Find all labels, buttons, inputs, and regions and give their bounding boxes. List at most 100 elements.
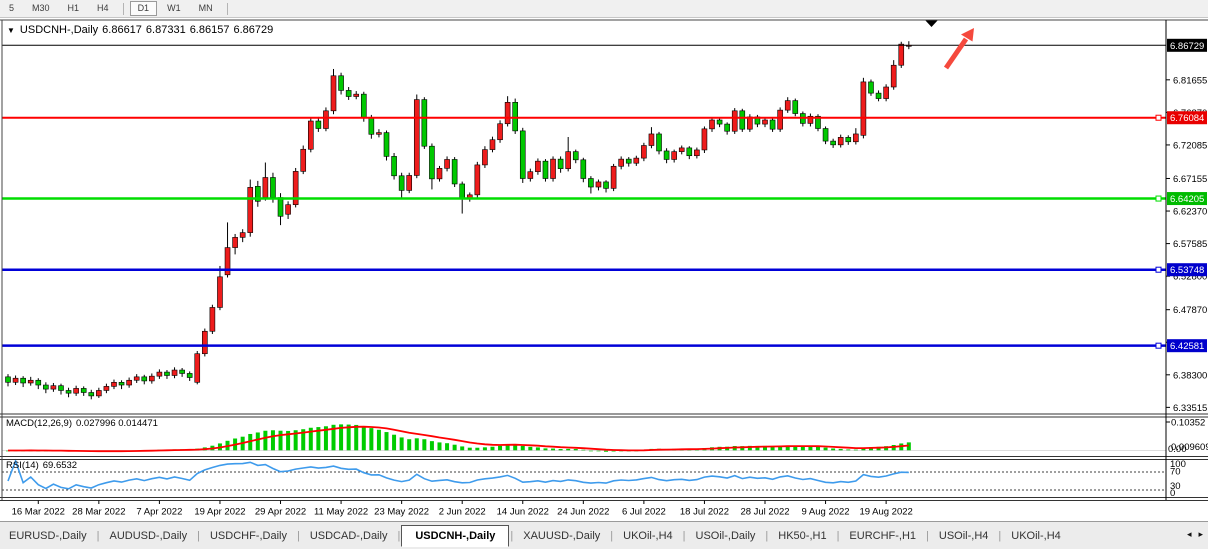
macd-histogram-bar	[884, 446, 889, 451]
tab-usoil-daily[interactable]: USOil-,Daily	[695, 529, 756, 542]
macd-histogram-bar	[793, 445, 798, 451]
price-badge	[1167, 111, 1207, 125]
candle	[830, 140, 836, 146]
tab-audusd-daily[interactable]: AUDUSD-,Daily	[109, 529, 188, 542]
candle	[557, 158, 564, 169]
candle	[20, 377, 26, 384]
candle	[519, 130, 526, 179]
candle	[141, 376, 148, 382]
price-axis-label: 6.67155	[1173, 174, 1207, 185]
line-handle[interactable]	[1155, 195, 1162, 202]
tab-hk50-h1[interactable]: HK50-,H1	[778, 529, 827, 542]
candle	[875, 92, 882, 99]
price-axis-label: 6.57585	[1173, 239, 1207, 250]
macd-histogram-bar	[906, 442, 911, 451]
price-axis-label: 6.47870	[1173, 305, 1207, 316]
tab-scroll-left-icon[interactable]: ◂	[1186, 529, 1192, 539]
candle	[391, 156, 397, 177]
price-badge-label: 6.53748	[1170, 265, 1204, 276]
candle	[27, 379, 34, 384]
timeframe-button-h1[interactable]: H1	[67, 3, 80, 13]
macd-histogram-bar	[369, 428, 374, 451]
macd-histogram-bar	[785, 445, 790, 451]
chart-title[interactable]: ▼ USDCNH-,Daily 6.86617 6.87331 6.86157 6.867…	[7, 24, 273, 36]
ohlc-low: 6.86157	[189, 24, 230, 36]
price-badge	[1167, 263, 1207, 277]
candle	[126, 379, 132, 386]
timeframe-button-mn[interactable]: MN	[198, 3, 213, 13]
candle	[247, 187, 254, 233]
date-axis-label: 2 Jun 2022	[439, 507, 486, 518]
candle	[504, 102, 511, 125]
arrow-head-icon[interactable]	[961, 28, 974, 42]
macd-histogram-bar	[429, 441, 434, 451]
tab-eurusd-daily[interactable]: EURUSD-,Daily	[9, 529, 87, 542]
candle	[353, 93, 360, 97]
candle	[65, 390, 72, 394]
rsi-axis-label: 70	[1170, 467, 1181, 478]
candle	[300, 148, 307, 172]
date-axis-label: 18 Jul 2022	[680, 507, 729, 518]
candle	[898, 43, 905, 66]
toolbar-divider	[122, 2, 124, 15]
date-axis-label: 19 Aug 2022	[859, 507, 912, 518]
candle	[436, 168, 443, 180]
macd-axis-current-label: 0.0096096	[1171, 442, 1208, 453]
date-axis-label: 14 Jun 2022	[497, 507, 549, 518]
down-triangle-marker[interactable]	[925, 20, 938, 27]
macd-histogram-bar	[611, 450, 616, 452]
chevron-down-icon[interactable]: ▼	[7, 26, 15, 35]
candle	[35, 379, 42, 386]
macd-histogram-bar	[573, 449, 578, 451]
macd-histogram-bar	[437, 442, 442, 451]
macd-histogram-bar	[800, 445, 805, 451]
symbol-tabbar: EURUSD-,Daily | AUDUSD-,Daily | USDCHF-,Dail…	[0, 521, 1208, 549]
timeframe-button-m30[interactable]: M30	[32, 3, 50, 13]
timeframe-button-h4[interactable]: H4	[97, 3, 109, 13]
tab-ukoil-h4[interactable]: UKOil-,H4	[1011, 529, 1061, 542]
candle	[883, 86, 889, 99]
candle	[217, 276, 223, 308]
line-handle[interactable]	[1155, 266, 1162, 273]
macd-histogram-bar	[815, 446, 820, 451]
arrow-object[interactable]	[943, 37, 969, 70]
tab-scroll-right-icon[interactable]: ▸	[1198, 529, 1203, 539]
candle	[542, 160, 549, 179]
macd-histogram-bar	[770, 446, 775, 451]
tab-usdcnh-daily[interactable]: USDCNH-,Daily	[401, 524, 510, 547]
candle	[103, 386, 110, 391]
tab-separator: |	[96, 529, 100, 542]
tab-ukoil-h4[interactable]: UKOil-,H4	[623, 529, 673, 542]
candle	[762, 119, 768, 125]
macd-histogram-bar	[452, 444, 457, 451]
line-handle[interactable]	[1155, 114, 1162, 121]
timeframe-button-d1[interactable]: D1	[129, 1, 158, 16]
timeframe-button-w1[interactable]: W1	[167, 3, 181, 13]
tab-usdcad-daily[interactable]: USDCAD-,Daily	[309, 529, 388, 542]
tab-separator: |	[682, 529, 686, 542]
date-axis-label: 28 Jul 2022	[740, 507, 789, 518]
timeframe-button-5[interactable]: 5	[9, 3, 15, 13]
macd-histogram-bar	[763, 445, 767, 451]
tab-usoil-h4[interactable]: USOil-,H4	[938, 529, 989, 542]
macd-histogram-bar	[376, 429, 381, 451]
candle	[239, 232, 246, 238]
tab-xauusd-daily[interactable]: XAUUSD-,Daily	[523, 529, 601, 542]
price-axis-label: 6.72085	[1173, 140, 1207, 151]
candle	[171, 369, 178, 376]
tab-separator: |	[926, 529, 929, 542]
tab-usdchf-daily[interactable]: USDCHF-,Daily	[209, 529, 287, 542]
candle	[792, 100, 799, 114]
macd-histogram-bar	[558, 449, 563, 451]
candle	[232, 237, 238, 248]
rsi-axis-label: 0	[1170, 488, 1175, 499]
candle	[338, 75, 344, 91]
candle	[671, 151, 677, 160]
tab-eurchf-h1[interactable]: EURCHF-,H1	[849, 529, 917, 542]
candle	[860, 81, 867, 136]
candle	[694, 149, 700, 157]
candle	[724, 123, 730, 132]
candle	[678, 147, 685, 152]
line-handle[interactable]	[1155, 342, 1162, 349]
